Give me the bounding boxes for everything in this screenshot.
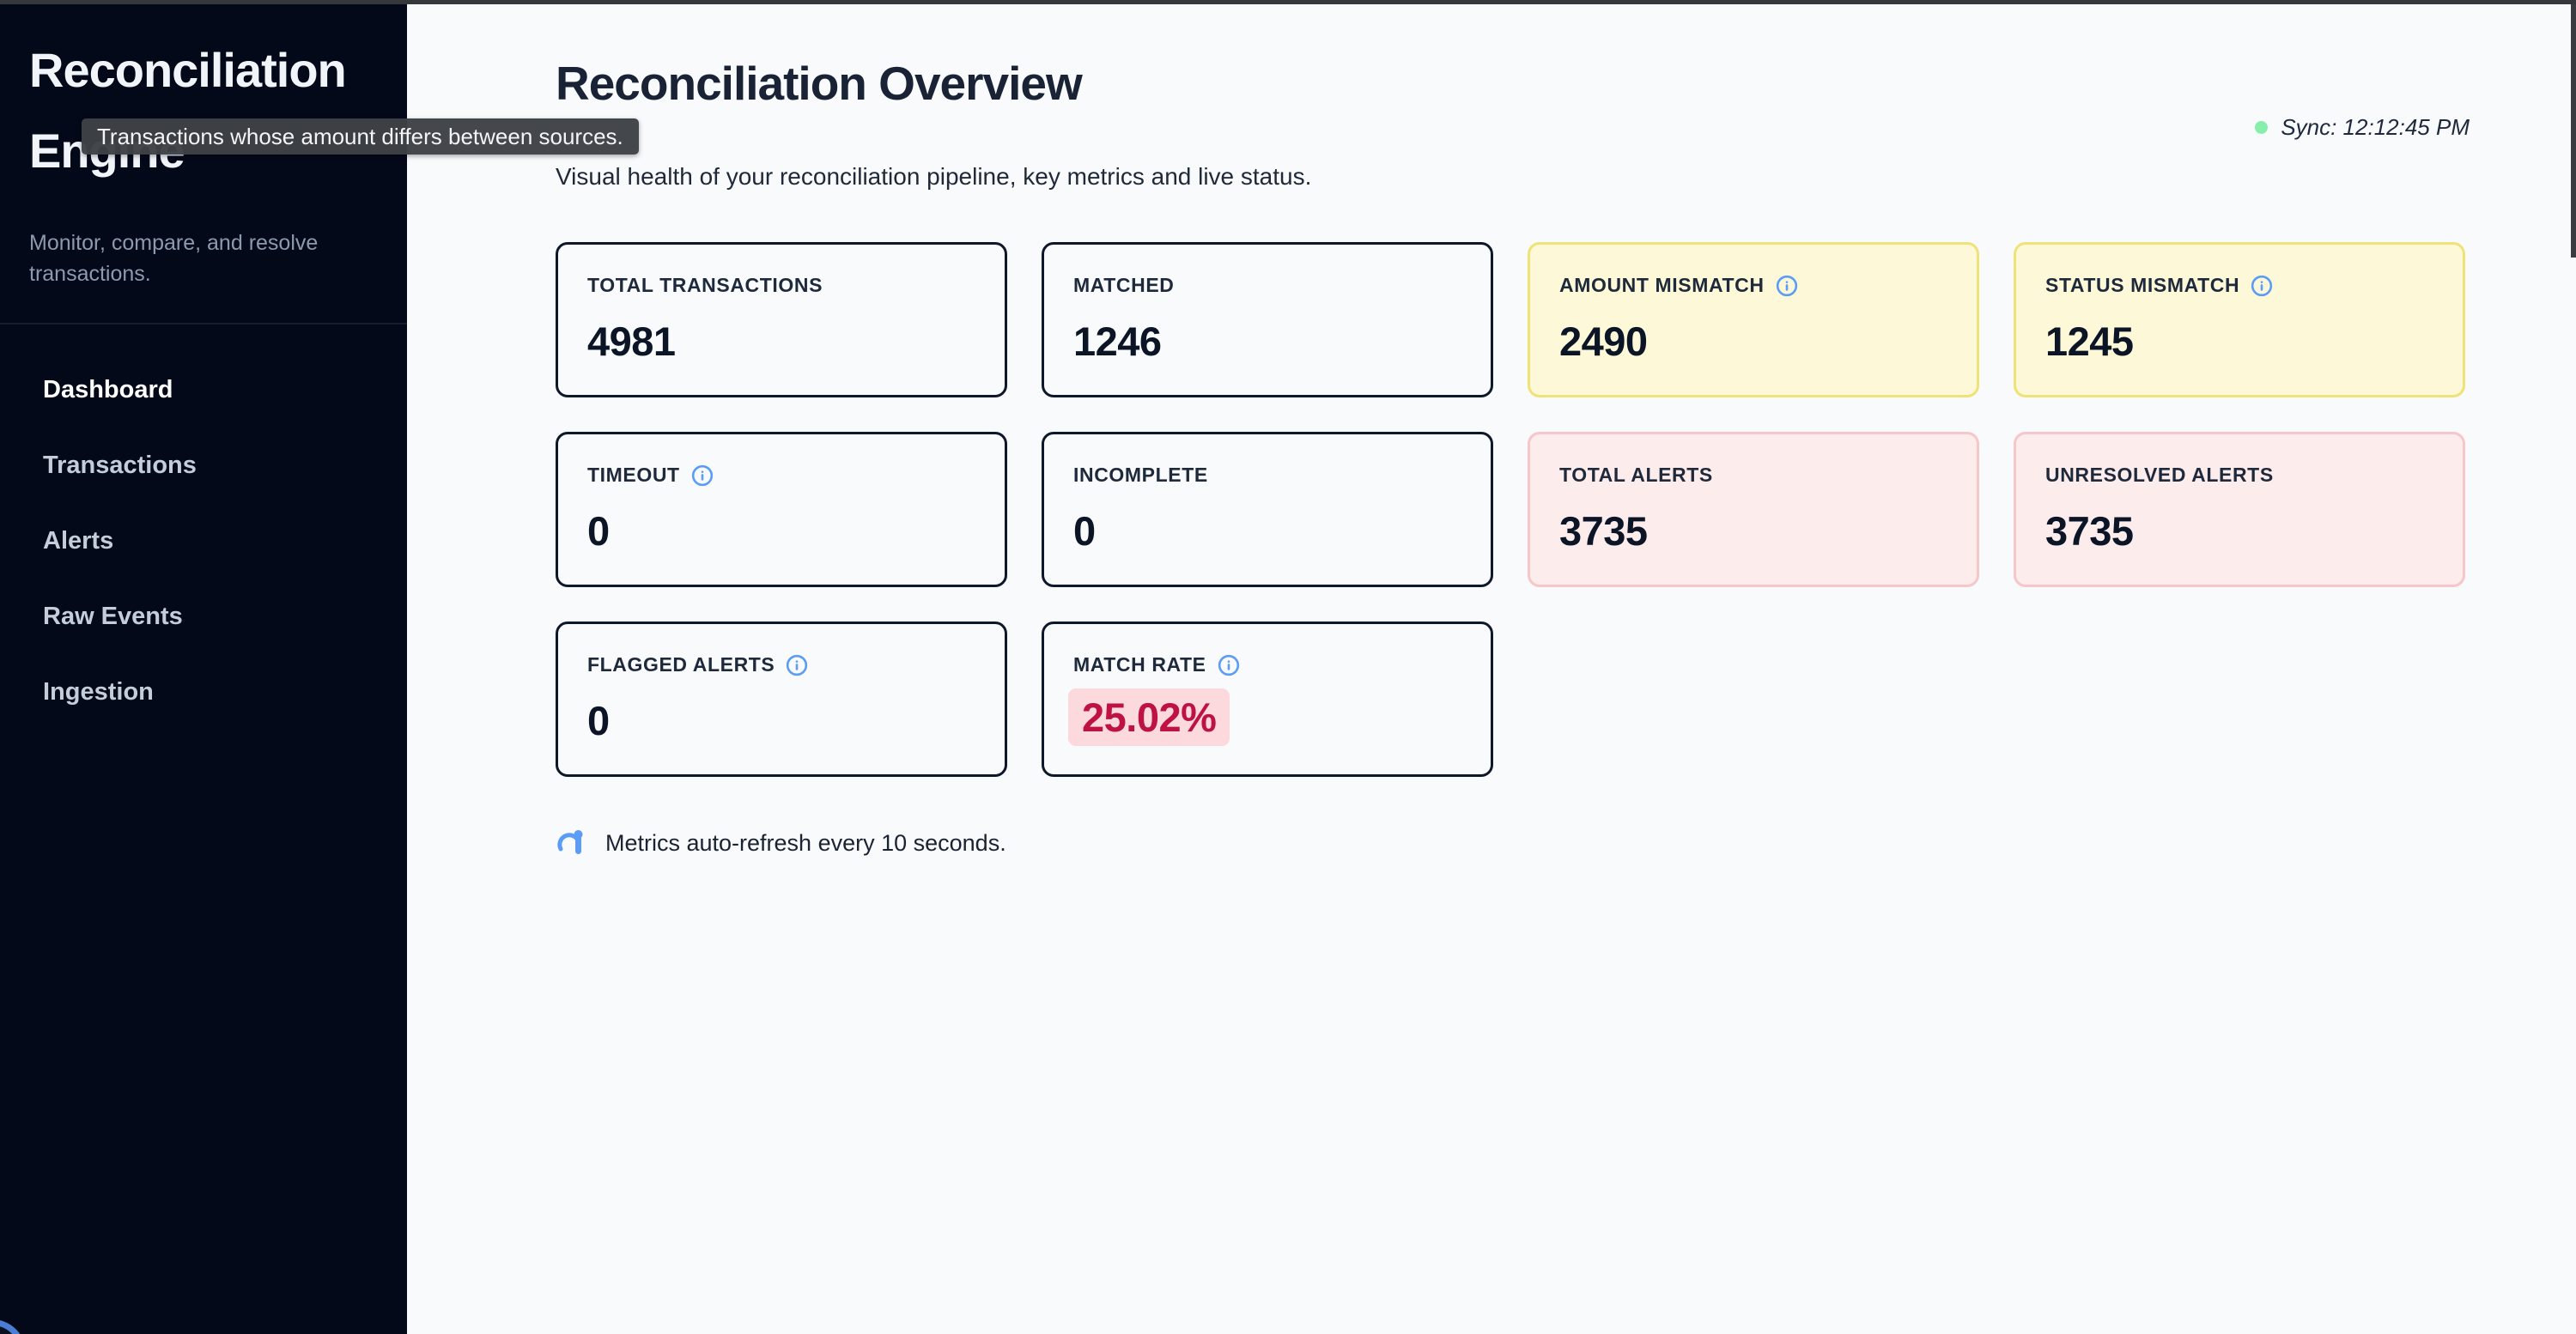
metric-label-row: MATCH RATE — [1073, 653, 1461, 676]
scrollbar-thumb[interactable] — [2571, 4, 2576, 258]
metric-label: AMOUNT MISMATCH — [1559, 274, 1765, 296]
info-icon[interactable] — [691, 464, 714, 487]
metric-value: 25.02% — [1068, 688, 1230, 746]
metric-card-amount-mismatch: AMOUNT MISMATCH 2490 — [1528, 242, 1979, 397]
sidebar-item-ingestion[interactable]: Ingestion — [0, 655, 407, 731]
metric-label-row: TIMEOUT — [587, 464, 975, 487]
sidebar-item-label: Dashboard — [43, 376, 173, 404]
page-title: Reconciliation Overview — [556, 57, 1083, 110]
sync-status-dot-icon — [2255, 121, 2269, 134]
metric-label: INCOMPLETE — [1073, 464, 1208, 486]
sidebar-item-raw-events[interactable]: Raw Events — [0, 579, 407, 655]
metric-value: 2490 — [1559, 318, 1648, 364]
metric-card-timeout: TIMEOUT 0 — [556, 432, 1007, 587]
page-subtitle: Visual health of your reconciliation pip… — [556, 163, 1312, 190]
metric-label: TOTAL TRANSACTIONS — [587, 274, 823, 296]
metric-label-row: FLAGGED ALERTS — [587, 653, 975, 676]
main-content: Reconciliation Overview Sync: 12:12:45 P… — [407, 4, 2576, 1334]
metric-label-row: TOTAL TRANSACTIONS — [587, 274, 975, 297]
sidebar-item-dashboard[interactable]: Dashboard — [0, 353, 407, 428]
sidebar-nav: Dashboard Transactions Alerts Raw Events Ing… — [0, 353, 407, 731]
metric-label-row: UNRESOLVED ALERTS — [2045, 464, 2433, 487]
info-icon[interactable] — [1218, 654, 1240, 676]
metric-label: UNRESOLVED ALERTS — [2045, 464, 2274, 486]
sidebar-divider — [0, 322, 407, 324]
app-title: Reconciliation Engine — [29, 43, 347, 178]
metric-label: TOTAL ALERTS — [1559, 464, 1713, 486]
info-icon[interactable] — [1776, 275, 1798, 297]
tooltip: Transactions whose amount differs betwee… — [82, 118, 639, 155]
info-icon[interactable] — [2251, 275, 2273, 297]
metric-card-flagged-alerts: FLAGGED ALERTS 0 — [556, 622, 1007, 777]
metric-value: 3735 — [1559, 508, 1648, 554]
metric-card-matched: MATCHED 1246 — [1042, 242, 1493, 397]
metric-value: 1245 — [2045, 318, 2134, 364]
sidebar-item-label: Transactions — [43, 452, 197, 480]
metric-value: 0 — [587, 508, 610, 554]
metric-label: STATUS MISMATCH — [2045, 274, 2240, 296]
sidebar-item-label: Alerts — [43, 527, 114, 555]
sidebar-item-label: Ingestion — [43, 678, 154, 706]
metric-label-row: TOTAL ALERTS — [1559, 464, 1947, 487]
metric-value: 0 — [1073, 508, 1096, 554]
metric-label-row: STATUS MISMATCH — [2045, 274, 2433, 297]
metric-card-status-mismatch: STATUS MISMATCH 1245 — [2014, 242, 2465, 397]
metric-value: 4981 — [587, 318, 676, 364]
metric-value: 0 — [587, 698, 610, 743]
metric-card-total-alerts: TOTAL ALERTS 3735 — [1528, 432, 1979, 587]
auto-refresh-note: Metrics auto-refresh every 10 seconds. — [557, 827, 1006, 859]
sidebar-item-label: Raw Events — [43, 603, 183, 631]
metric-card-incomplete: INCOMPLETE 0 — [1042, 432, 1493, 587]
metric-label-row: INCOMPLETE — [1073, 464, 1461, 487]
metric-label-row: MATCHED — [1073, 274, 1461, 297]
metric-label: MATCHED — [1073, 274, 1175, 296]
metric-label: MATCH RATE — [1073, 653, 1206, 676]
metrics-grid: TOTAL TRANSACTIONS 4981 MATCHED 1246 AMOUNT … — [556, 242, 2465, 777]
metric-card-match-rate: MATCH RATE 25.02% — [1042, 622, 1493, 777]
metric-label: TIMEOUT — [587, 464, 680, 486]
sync-status: Sync: 12:12:45 PM — [2255, 114, 2470, 141]
metric-label-row: AMOUNT MISMATCH — [1559, 274, 1947, 297]
auto-refresh-label: Metrics auto-refresh every 10 seconds. — [605, 829, 1006, 856]
sidebar-item-transactions[interactable]: Transactions — [0, 428, 407, 504]
sidebar-item-alerts[interactable]: Alerts — [0, 504, 407, 579]
window-top-strip — [0, 0, 2576, 4]
metric-card-total-transactions: TOTAL TRANSACTIONS 4981 — [556, 242, 1007, 397]
metric-label: FLAGGED ALERTS — [587, 653, 775, 676]
sync-status-label: Sync: 12:12:45 PM — [2281, 114, 2470, 140]
metric-value: 1246 — [1073, 318, 1162, 364]
metric-card-unresolved-alerts: UNRESOLVED ALERTS 3735 — [2014, 432, 2465, 587]
info-icon[interactable] — [786, 654, 808, 676]
refresh-icon — [557, 830, 583, 854]
metric-value: 3735 — [2045, 508, 2134, 554]
sidebar: Reconciliation Engine Monitor, compare, … — [0, 4, 407, 1334]
app-tagline: Monitor, compare, and resolve transactio… — [29, 231, 319, 287]
